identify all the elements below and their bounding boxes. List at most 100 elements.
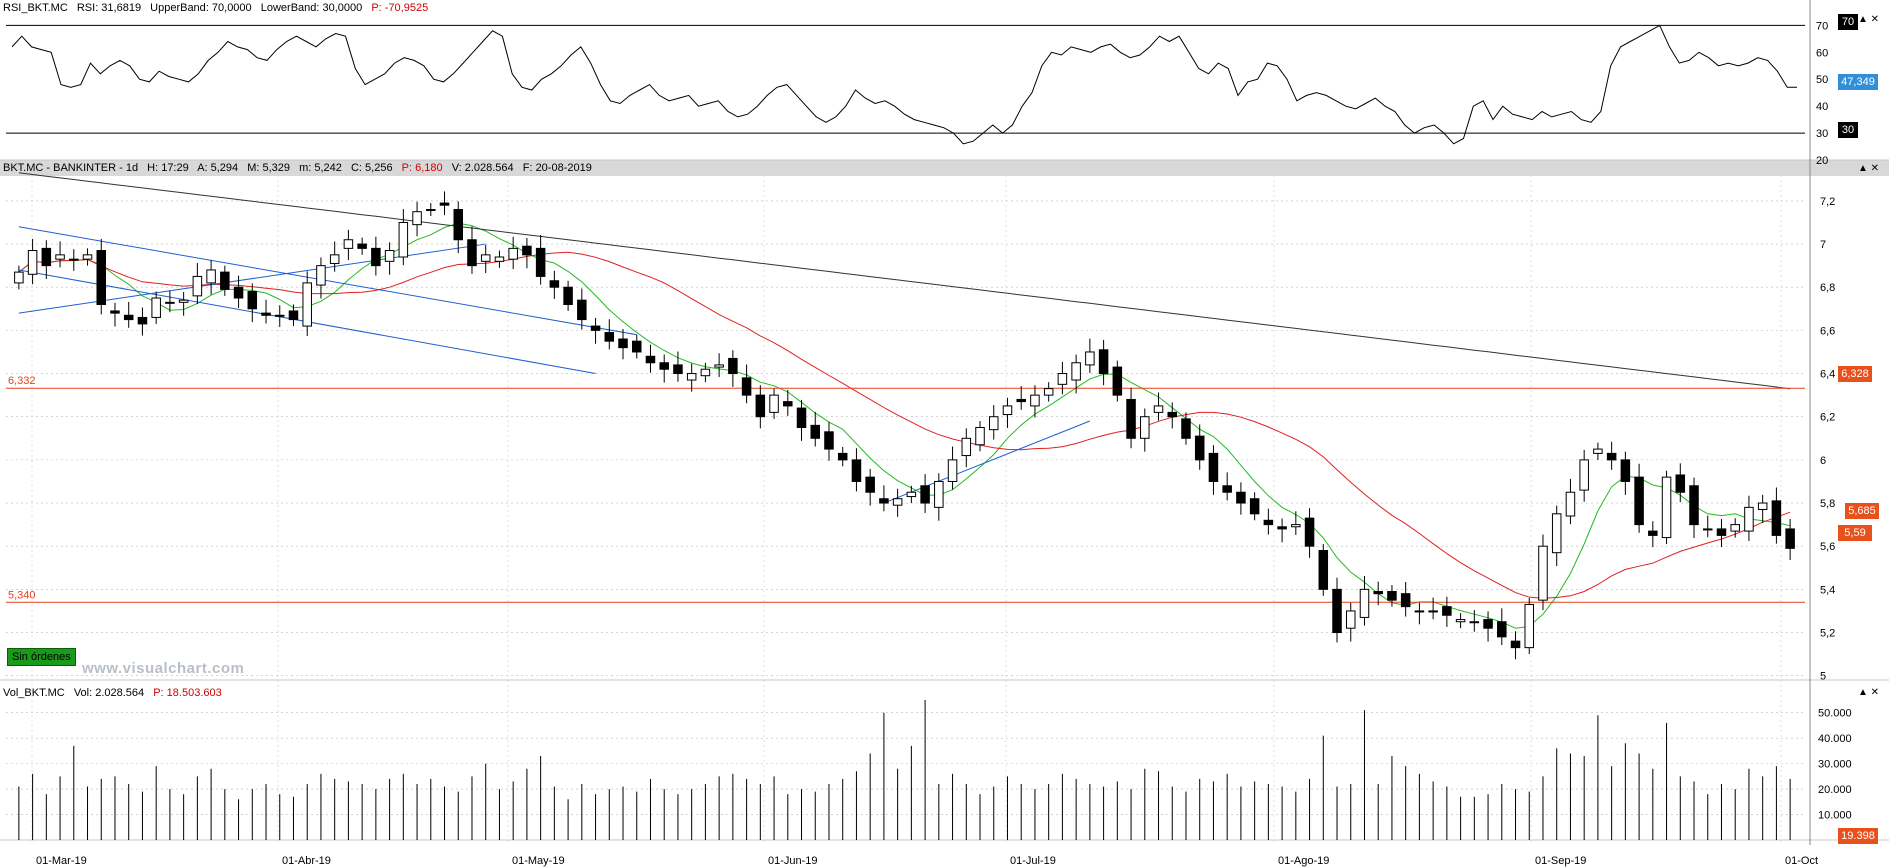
candle-body: [412, 211, 422, 226]
candle-body: [714, 364, 724, 368]
price-tick-label: 5,8: [1820, 498, 1835, 510]
rsi-panel-controls[interactable]: ▲ ✕: [1858, 14, 1880, 25]
candle-body: [590, 325, 601, 331]
trend-support-line: [883, 420, 1091, 504]
price-date: F: 20-08-2019: [522, 162, 592, 174]
x-tick-label: 01-Jun-19: [768, 855, 818, 867]
candle-body: [1236, 491, 1246, 504]
last-price-badge: 5,59: [1838, 525, 1872, 541]
candle-body: [563, 286, 573, 305]
candle-body: [769, 394, 779, 413]
rsi-tick-label: 40: [1816, 101, 1828, 113]
rsi-lower-badge: 30: [1838, 122, 1858, 138]
candle-body: [220, 271, 230, 290]
candle-body: [686, 373, 697, 381]
candle-body: [1318, 550, 1329, 590]
x-tick-label: 01-Mar-19: [36, 855, 87, 867]
candle-body: [1442, 606, 1452, 616]
candle-body: [371, 247, 381, 267]
candle-body: [1359, 588, 1370, 618]
candle-body: [631, 340, 642, 353]
candle-body: [1414, 610, 1425, 613]
x-tick-label: 01-Oct: [1785, 855, 1818, 867]
candle-body: [1510, 640, 1521, 649]
candle-body: [247, 291, 258, 310]
candle-body: [439, 202, 450, 206]
candle-body: [329, 254, 340, 264]
candle-body: [1291, 524, 1301, 528]
candle-body: [961, 437, 972, 457]
candle-body: [82, 254, 93, 260]
candle-body: [261, 312, 271, 316]
price-tick-label: 7: [1820, 239, 1826, 251]
candle-body: [1689, 485, 1699, 526]
candle-body: [206, 269, 216, 284]
rsi-lower: LowerBand: 30,0000: [260, 2, 363, 14]
candle-body: [1702, 528, 1713, 531]
candle-body: [1085, 351, 1095, 366]
price-panel-controls[interactable]: ▲ ✕: [1858, 163, 1880, 174]
orders-status-badge[interactable]: Sin órdenes: [7, 648, 76, 666]
price-tick-label: 5,4: [1820, 584, 1835, 596]
candle-body: [1428, 610, 1438, 613]
candle-body: [1455, 619, 1466, 623]
candle-body: [1194, 435, 1205, 461]
vol-panel-controls[interactable]: ▲ ✕: [1858, 687, 1880, 698]
rsi-tick-label: 70: [1816, 20, 1828, 32]
candle-body: [1071, 362, 1081, 381]
candle-body: [783, 401, 793, 407]
candle-body: [1497, 621, 1507, 638]
candle-body: [1579, 459, 1589, 491]
candle-body: [1126, 398, 1136, 439]
candle-body: [316, 265, 326, 286]
candle-body: [69, 258, 79, 261]
vol-tick-label: 20.000: [1818, 784, 1852, 796]
candle-body: [151, 297, 161, 318]
candle-body: [55, 254, 65, 260]
candle-body: [1716, 528, 1727, 536]
candle-body: [1112, 366, 1123, 396]
candle-body: [577, 299, 587, 321]
candle-body: [755, 394, 766, 418]
vol-tick-label: 10.000: [1818, 810, 1852, 822]
candle-body: [1373, 591, 1383, 595]
candle-body: [1153, 405, 1164, 413]
vol-p: P: 18.503.603: [153, 687, 222, 699]
vol-value-badge: 19.398: [1838, 828, 1878, 844]
candle-body: [1249, 498, 1260, 515]
candle-body: [508, 247, 518, 260]
price-low: m: 5,242: [299, 162, 342, 174]
candle-body: [700, 368, 711, 377]
price-tick-label: 6,4: [1820, 369, 1835, 381]
candle-body: [1016, 398, 1026, 403]
rsi-header: RSI_BKT.MC RSI: 31,6819 UpperBand: 70,00…: [0, 0, 434, 16]
candle-body: [178, 299, 189, 303]
candle-body: [906, 491, 917, 498]
candle-body: [810, 424, 821, 439]
candle-body: [920, 485, 930, 504]
candle-body: [1744, 506, 1754, 532]
rsi-upper: UpperBand: 70,0000: [150, 2, 252, 14]
candle-body: [467, 239, 477, 267]
candle-body: [1277, 526, 1287, 530]
candle-body: [302, 282, 312, 327]
candle-body: [1098, 349, 1109, 375]
candle-body: [796, 407, 807, 429]
candle-body: [137, 316, 148, 325]
candle-body: [1167, 411, 1178, 418]
candle-body: [233, 286, 244, 299]
candle-body: [27, 250, 38, 275]
candle-body: [673, 364, 683, 375]
candle-body: [741, 377, 752, 396]
candle-body: [1771, 500, 1782, 536]
candle-body: [1208, 452, 1219, 482]
candle-body: [1538, 545, 1548, 601]
candle-body: [549, 280, 560, 288]
candle-body: [522, 245, 532, 256]
candle-body: [892, 498, 903, 506]
price-tick-label: 6: [1820, 455, 1826, 467]
candle-body: [1593, 448, 1603, 454]
candle-body: [1043, 388, 1054, 396]
watermark: www.visualchart.com: [82, 660, 245, 677]
